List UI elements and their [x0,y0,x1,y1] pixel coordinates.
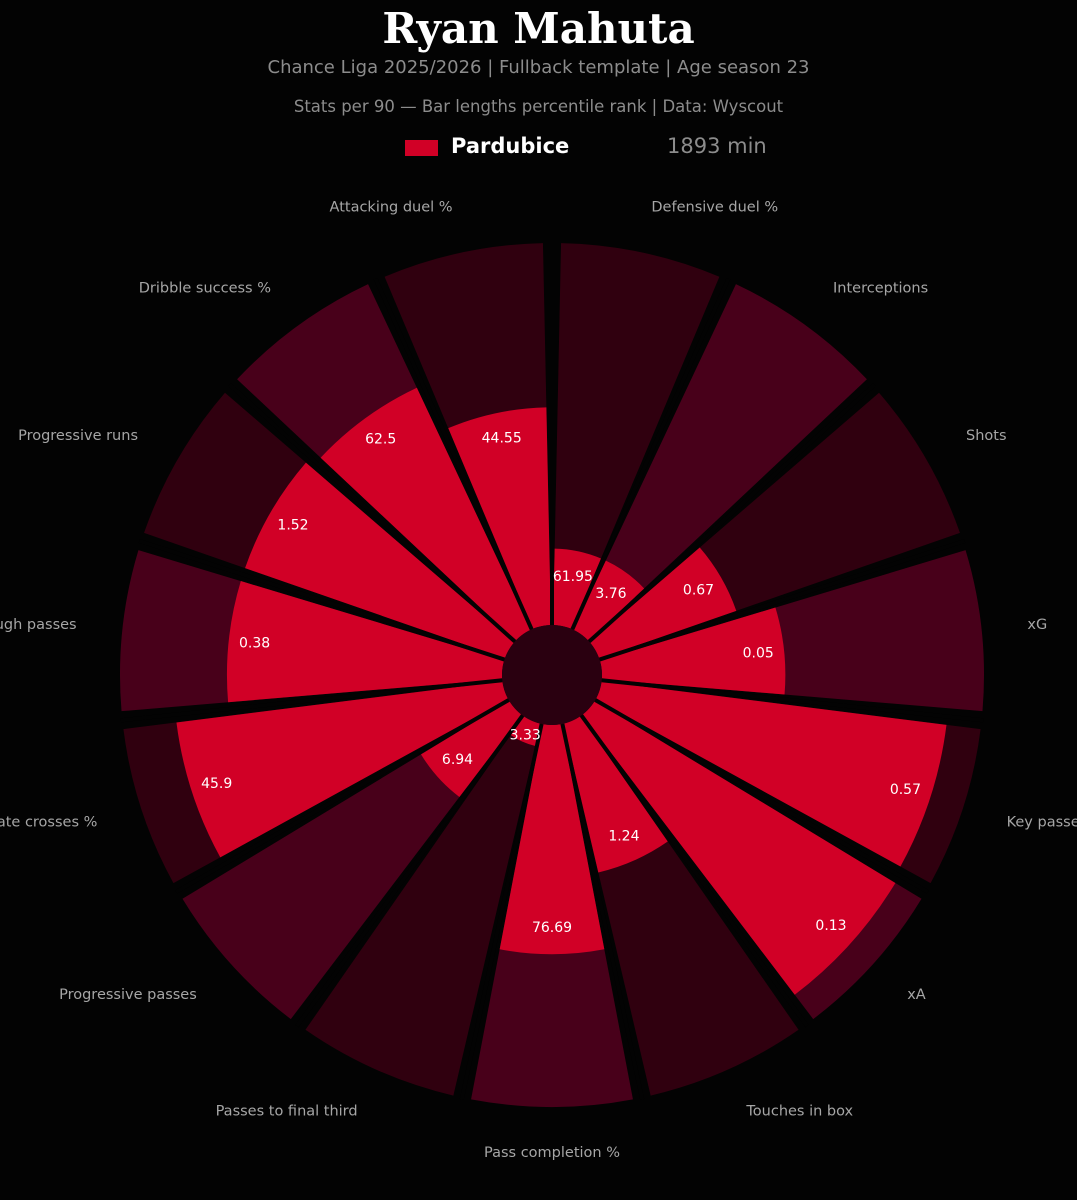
value-label-progressive-runs: 1.52 [277,518,308,534]
bar-progressive-passes [421,700,522,797]
legend-team-name: Pardubice [451,134,570,158]
bar-interceptions [573,560,645,641]
value-label-dribble-success-pct: 62.5 [365,431,396,447]
bg-slice-defensive-duel-pct [553,243,720,629]
bar-shots [589,547,737,659]
separator-line [295,714,525,1028]
category-label-dribble-success-pct: Dribble success % [139,280,271,296]
category-label-touches-in-box: Touches in box [745,1104,853,1120]
bar-defensive-duel-pct [553,548,601,629]
category-label-key-passes: Key passes [1007,815,1077,831]
bar-passes-to-final-third [510,716,541,746]
value-label-xa: 0.13 [815,918,846,934]
separator-line [120,678,503,723]
center-hub [502,625,602,725]
bg-slice-passes-to-final-third [305,716,541,1096]
bg-slice-progressive-passes [182,700,522,1020]
separator-line [459,723,544,1100]
value-label-defensive-duel-pct: 61.95 [553,569,593,585]
separator-line [175,698,510,894]
separator-line [598,538,966,662]
bar-progressive-runs [245,462,515,659]
slice-separators [120,241,984,1100]
bar-xa [582,700,896,995]
separator-line [601,678,984,723]
category-label-passes-to-final-third: Passes to final third [216,1104,358,1120]
bar-touches-in-box [563,716,668,873]
category-label-shots: Shots [966,428,1007,444]
value-label-key-passes: 0.57 [890,782,921,798]
player-name-title: Ryan Mahuta [382,4,695,53]
value-labels: 61.953.76 0.67 0.05 0.57 0.13 1.24 76.69 3.33 6.… [201,431,921,937]
category-labels: Defensive duel % Interceptions Shots xG Key … [0,199,1077,1161]
separator-line [587,383,876,644]
category-label-progressive-passes: Progressive passes [59,987,197,1003]
value-label-shots: 0.67 [683,582,714,598]
category-label-progressive-runs: Progressive runs [18,428,138,444]
bar-xg [599,607,786,695]
value-label-touches-in-box: 1.24 [608,829,639,845]
value-label-accurate-crosses-pct: 45.9 [201,776,232,792]
value-label-through-passes: 0.38 [239,636,270,652]
competition-subtitle: Chance Liga 2025/2026 | Fullback templat… [267,57,810,78]
bar-through-passes [226,581,505,703]
category-label-pass-completion-pct: Pass completion % [484,1145,620,1161]
separator-line [579,714,809,1028]
category-label-through-passes: Through passes [0,617,77,633]
category-label-xg: xG [1027,617,1047,633]
stats-note-subtitle: Stats per 90 — Bar lengths percentile ra… [293,97,784,116]
value-label-passes-to-final-third: 3.33 [510,727,541,743]
value-label-xg: 0.05 [743,645,774,661]
legend-color-swatch [405,140,438,156]
category-label-interceptions: Interceptions [833,280,928,296]
bar-dribble-success-pct [320,387,531,641]
bar-accurate-crosses-pct [176,681,509,858]
separator-line [570,277,731,631]
category-label-attacking-duel-pct: Attacking duel % [330,199,453,215]
bg-slice-interceptions [573,284,867,641]
bar-pass-completion-pct [499,724,605,955]
separator-line [594,698,929,894]
separator-line [373,277,534,631]
bar-attacking-duel-pct [448,407,551,629]
separator-line [138,538,506,662]
separator-line [560,723,645,1100]
separator-line [228,383,517,644]
value-label-attacking-duel-pct: 44.55 [482,431,522,447]
value-label-pass-completion-pct: 76.69 [532,920,572,936]
value-label-progressive-passes: 6.94 [442,752,473,768]
category-label-defensive-duel-pct: Defensive duel % [651,199,778,215]
legend-minutes-played: 1893 min [667,134,767,158]
category-label-accurate-crosses-pct: Accurate crosses % [0,815,97,831]
bar-key-passes [595,681,947,867]
value-label-interceptions: 3.76 [595,586,626,602]
percentile-bars [176,387,947,995]
category-label-xa: xA [907,987,926,1003]
